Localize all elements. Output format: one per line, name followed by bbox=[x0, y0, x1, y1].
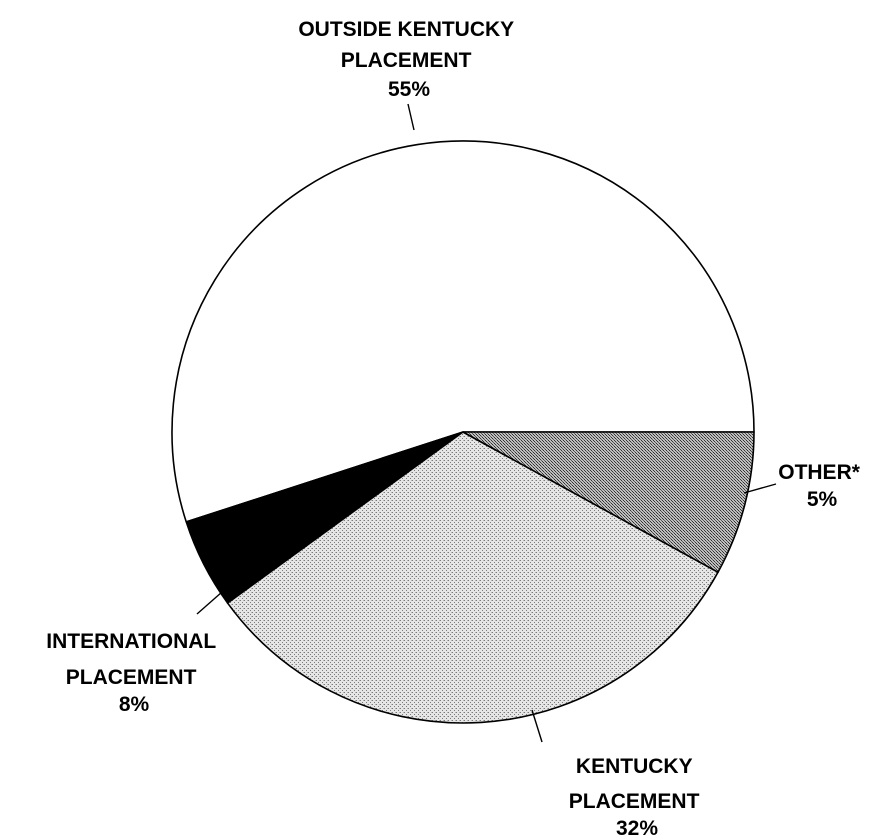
label-other: OTHER* 5% bbox=[778, 461, 866, 511]
label-other-value: 5% bbox=[807, 488, 838, 511]
label-kentucky-line-2: PLACEMENT bbox=[569, 790, 700, 813]
label-outside-kentucky-value: 55% bbox=[388, 78, 430, 101]
slice-outside-kentucky-placement bbox=[171, 140, 755, 523]
label-kentucky-value: 32% bbox=[616, 817, 658, 840]
pie-slices bbox=[171, 140, 755, 724]
label-outside-kentucky-line-1: OUTSIDE KENTUCKY bbox=[298, 18, 514, 41]
label-international: INTERNATIONAL PLACEMENT 8% bbox=[46, 630, 221, 716]
label-international-line-1: INTERNATIONAL bbox=[46, 630, 216, 653]
slice-labels: OUTSIDE KENTUCKY PLACEMENT 55% OTHER* 5%… bbox=[46, 18, 866, 840]
leader-lines bbox=[196, 103, 777, 743]
label-other-line-1: OTHER* bbox=[778, 461, 861, 484]
slice-international-placement bbox=[462, 431, 755, 573]
leader-line-other bbox=[743, 483, 777, 494]
label-outside-kentucky: OUTSIDE KENTUCKY PLACEMENT 55% bbox=[298, 18, 519, 101]
leader-line-international bbox=[196, 591, 223, 615]
label-outside-kentucky-line-2: PLACEMENT bbox=[341, 49, 472, 72]
label-kentucky: KENTUCKY PLACEMENT 32% bbox=[569, 755, 706, 840]
label-kentucky-line-1: KENTUCKY bbox=[576, 755, 693, 778]
leader-line-kentucky bbox=[531, 709, 543, 743]
label-international-value: 8% bbox=[119, 693, 150, 716]
leader-line-outside-kentucky bbox=[407, 103, 415, 131]
label-international-line-2: PLACEMENT bbox=[66, 666, 197, 689]
slice-kentucky-placement bbox=[226, 431, 719, 724]
